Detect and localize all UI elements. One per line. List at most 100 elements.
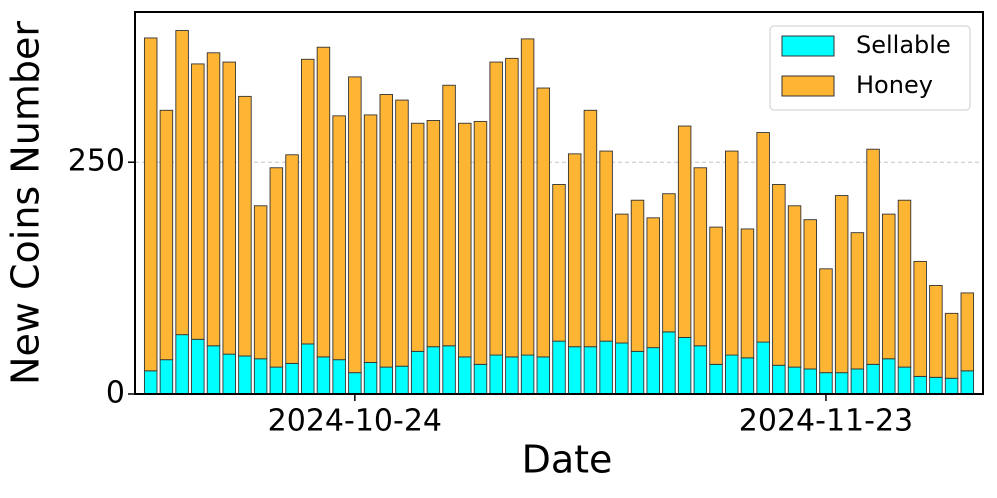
bar xyxy=(662,193,676,333)
bar xyxy=(913,375,927,395)
bar xyxy=(662,331,676,395)
x-tick-label: 2024-11-23 xyxy=(739,404,913,439)
bar xyxy=(803,368,817,395)
bar xyxy=(552,340,566,395)
bar xyxy=(505,57,519,358)
bar xyxy=(191,338,205,395)
bar xyxy=(772,364,786,395)
bar xyxy=(567,346,582,395)
bar xyxy=(740,357,755,395)
bar xyxy=(505,356,519,395)
x-tick-label: 2024-10-24 xyxy=(268,404,442,439)
bar xyxy=(410,122,425,352)
bar xyxy=(897,199,912,368)
bar xyxy=(615,213,629,344)
bar xyxy=(725,354,739,395)
bar xyxy=(395,99,409,367)
bar xyxy=(426,120,441,348)
bar xyxy=(803,219,817,370)
bar xyxy=(929,285,943,378)
bar xyxy=(442,84,456,347)
bar xyxy=(175,30,189,336)
bar xyxy=(332,115,346,361)
bar xyxy=(866,363,880,395)
bar xyxy=(473,120,488,365)
bar xyxy=(913,260,927,377)
bar xyxy=(882,358,896,395)
y-axis-label: New Coins Number xyxy=(4,21,48,385)
bar xyxy=(316,356,331,395)
bar xyxy=(285,154,299,364)
bar xyxy=(583,109,598,348)
bar xyxy=(348,76,362,374)
bar xyxy=(677,125,692,338)
bar xyxy=(191,63,205,340)
bar xyxy=(882,213,896,360)
bar xyxy=(897,366,912,395)
bar xyxy=(834,195,849,374)
bar xyxy=(363,114,378,363)
bar xyxy=(787,366,802,395)
bar xyxy=(426,346,441,395)
bar xyxy=(395,365,409,395)
bar xyxy=(238,355,252,395)
bar xyxy=(222,61,236,355)
bar xyxy=(348,372,362,395)
bar xyxy=(489,61,503,356)
bar xyxy=(206,345,221,395)
legend-swatch xyxy=(781,75,835,97)
bar xyxy=(520,38,535,356)
bar xyxy=(599,150,613,342)
legend-label: Sellable xyxy=(856,31,951,59)
bar xyxy=(787,205,802,368)
bar xyxy=(175,334,189,395)
bar xyxy=(222,353,236,395)
bar xyxy=(850,368,865,395)
bar xyxy=(206,52,221,347)
bar xyxy=(960,292,975,372)
bar xyxy=(253,205,268,360)
y-tick-label: 0 xyxy=(106,376,125,411)
bar xyxy=(646,347,660,395)
bar xyxy=(599,340,613,395)
bar xyxy=(316,46,331,358)
bar xyxy=(143,370,158,395)
bar xyxy=(269,366,284,395)
bar xyxy=(520,354,535,395)
bar xyxy=(740,228,755,359)
bar xyxy=(960,370,975,395)
bar xyxy=(646,217,660,349)
y-tick-label: 250 xyxy=(68,144,125,179)
bar xyxy=(379,366,393,395)
bar xyxy=(693,167,708,347)
bar xyxy=(159,359,174,395)
bar xyxy=(630,199,645,352)
bar xyxy=(410,350,425,395)
bar xyxy=(709,226,723,365)
bar xyxy=(725,150,739,356)
bar xyxy=(301,58,315,345)
bar xyxy=(143,37,158,372)
bar xyxy=(693,345,708,395)
bar xyxy=(301,343,315,395)
bar xyxy=(583,346,598,395)
bar xyxy=(944,312,959,379)
bar xyxy=(929,376,943,395)
plot-frame xyxy=(134,11,984,395)
bar xyxy=(677,336,692,395)
x-axis-label: Date xyxy=(522,438,613,482)
bar xyxy=(238,95,252,357)
bar xyxy=(442,345,456,395)
bar xyxy=(253,358,268,395)
bar xyxy=(536,87,551,358)
bar xyxy=(709,363,723,395)
bar xyxy=(332,359,346,395)
bar xyxy=(756,132,770,343)
bar xyxy=(567,153,582,348)
bar xyxy=(615,342,629,395)
bar xyxy=(489,354,503,395)
bar xyxy=(834,372,849,395)
bar xyxy=(630,350,645,395)
bar xyxy=(756,341,770,395)
